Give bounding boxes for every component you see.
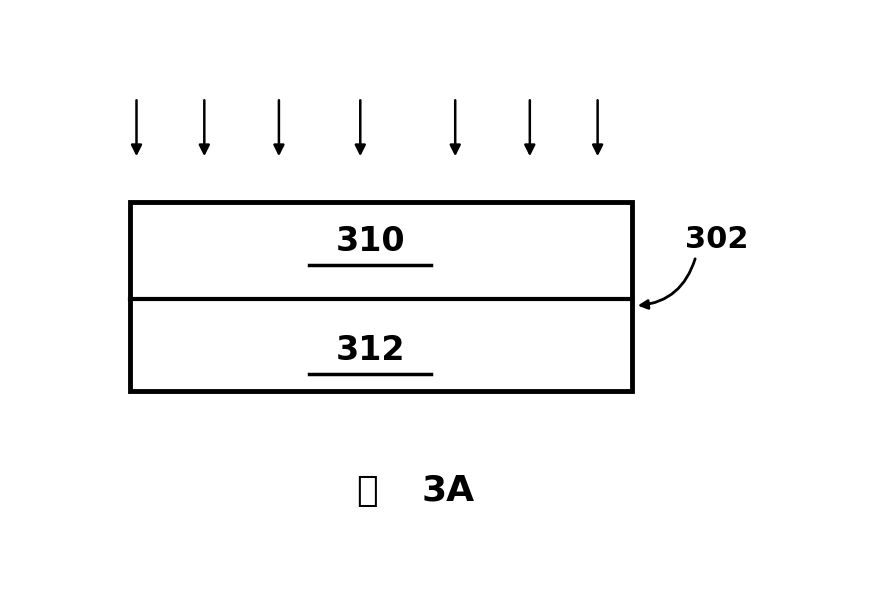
Bar [130,202,632,391]
Text: 310: 310 [336,226,405,258]
Text: 302: 302 [684,225,748,254]
Text: 图: 图 [356,474,378,507]
Text: 312: 312 [336,335,405,367]
Text: 3A: 3A [422,474,475,507]
